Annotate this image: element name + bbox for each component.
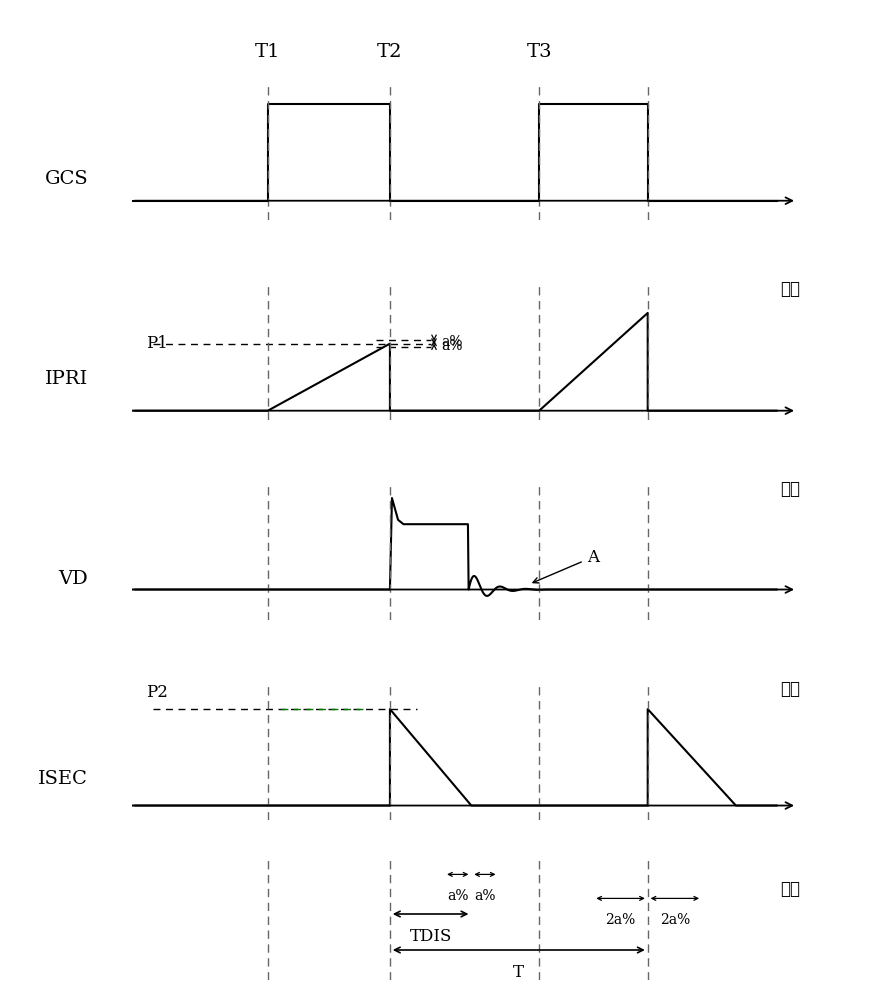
Text: 2a%: 2a% xyxy=(605,913,636,927)
Text: T2: T2 xyxy=(377,43,403,61)
Text: 时间: 时间 xyxy=(781,681,800,698)
Text: 时间: 时间 xyxy=(781,881,800,898)
Text: 2a%: 2a% xyxy=(660,913,690,927)
Text: T: T xyxy=(514,964,524,981)
Text: TDIS: TDIS xyxy=(410,928,452,945)
Text: a%: a% xyxy=(440,339,463,353)
Text: T3: T3 xyxy=(526,43,552,61)
Text: GCS: GCS xyxy=(44,170,88,188)
Text: P1: P1 xyxy=(145,335,167,352)
Text: ISEC: ISEC xyxy=(38,770,88,788)
Text: IPRI: IPRI xyxy=(45,370,88,388)
Text: A: A xyxy=(533,549,599,583)
Text: a%: a% xyxy=(440,335,463,349)
Text: a%: a% xyxy=(447,889,469,903)
Text: VD: VD xyxy=(58,570,88,588)
Text: P2: P2 xyxy=(145,684,167,701)
Text: a%: a% xyxy=(474,889,496,903)
Text: 时间: 时间 xyxy=(781,481,800,498)
Text: T1: T1 xyxy=(255,43,280,61)
Text: 时间: 时间 xyxy=(781,281,800,298)
